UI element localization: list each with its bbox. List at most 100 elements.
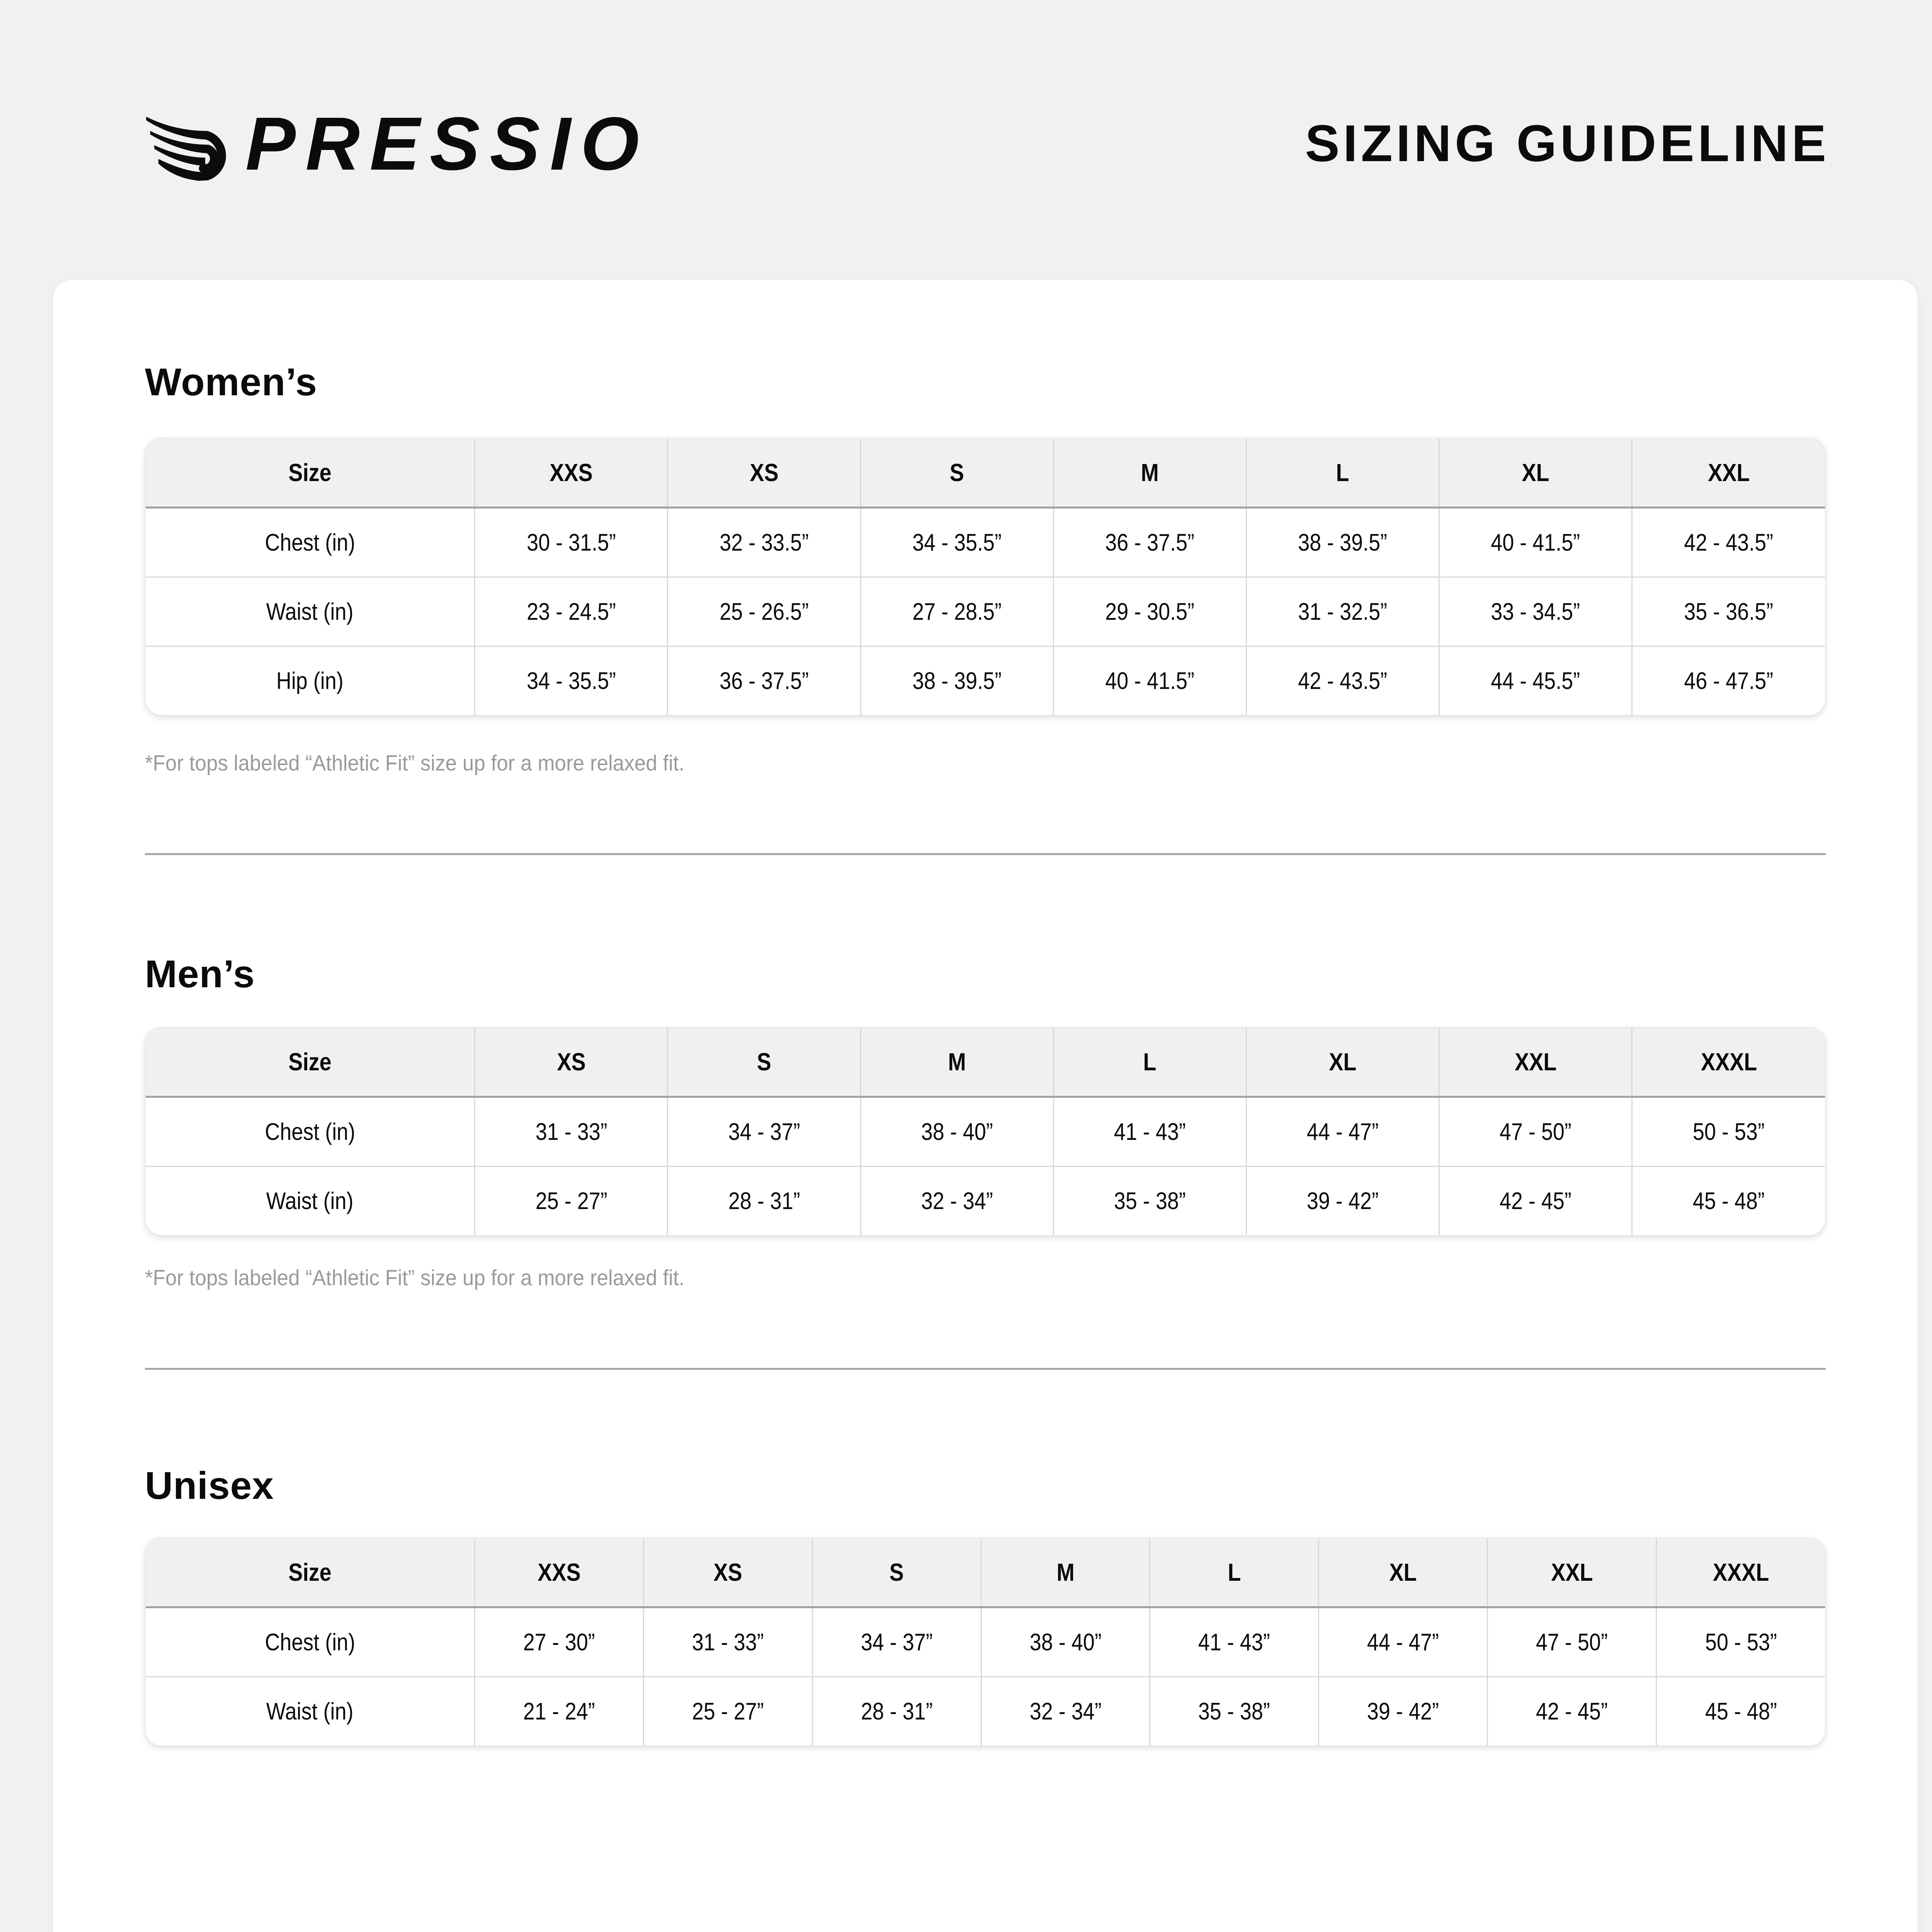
table-row: Chest (in) 31 - 33” 34 - 37” 38 - 40” 41 - 4… bbox=[146, 1097, 1825, 1167]
column-header: S bbox=[861, 439, 1054, 509]
header-row: Size XXS XS S M L XL XXL XXXL bbox=[146, 1538, 1825, 1608]
size-table: Size XS S M L XL XXL XXXL Chest (in) 31 - 33” 34 -… bbox=[146, 1028, 1825, 1235]
size-cell: 28 - 31” bbox=[667, 1166, 861, 1235]
table-row: Chest (in) 30 - 31.5” 32 - 33.5” 34 - 35.5”… bbox=[146, 507, 1825, 578]
size-cell: 46 - 47.5” bbox=[1684, 667, 1774, 694]
column-header: XXXL bbox=[1632, 1028, 1825, 1098]
content-card: Women’s Size XXS XS S M L XL XXL Chest (in) 30 - … bbox=[53, 280, 1918, 1932]
size-cell: 45 - 48” bbox=[1693, 1187, 1765, 1214]
size-cell: 36 - 37.5” bbox=[1053, 507, 1247, 578]
column-header: Size bbox=[146, 1028, 476, 1098]
section-heading-mens: Men’s bbox=[145, 952, 255, 996]
column-header: XL bbox=[1318, 1538, 1488, 1608]
size-cell: 34 - 35.5” bbox=[474, 646, 668, 715]
column-header: Size bbox=[146, 1538, 476, 1608]
size-table: Size XXS XS S M L XL XXL Chest (in) 30 - 31.5” 32 … bbox=[146, 439, 1825, 715]
column-header: XS bbox=[474, 1028, 668, 1098]
row-label: Hip (in) bbox=[146, 646, 476, 715]
size-cell: 35 - 38” bbox=[1150, 1677, 1320, 1745]
size-cell: 27 - 28.5” bbox=[861, 577, 1054, 647]
size-cell: 28 - 31” bbox=[812, 1677, 982, 1745]
size-cell: 38 - 40” bbox=[981, 1607, 1151, 1677]
page-header: PRESSIO SIZING GUIDELINE bbox=[0, 0, 1932, 280]
size-cell: 29 - 30.5” bbox=[1053, 577, 1247, 647]
column-header: XXL bbox=[1632, 439, 1825, 509]
table-row: Waist (in) 23 - 24.5” 25 - 26.5” 27 - 28.5”… bbox=[146, 577, 1825, 647]
column-header: L bbox=[1246, 439, 1440, 509]
column-header: XS bbox=[643, 1538, 813, 1608]
column-header: L bbox=[1053, 1028, 1247, 1098]
size-cell: 25 - 27” bbox=[474, 1166, 668, 1235]
size-cell: 40 - 41.5” bbox=[1053, 646, 1247, 715]
section-divider bbox=[145, 853, 1826, 855]
size-cell: 25 - 27” bbox=[643, 1677, 813, 1745]
size-cell: 38 - 40” bbox=[861, 1097, 1054, 1167]
size-cell: 41 - 43” bbox=[1053, 1097, 1247, 1167]
size-cell: 50 - 53” bbox=[1632, 1097, 1825, 1167]
size-cell: 34 - 37” bbox=[812, 1607, 982, 1677]
section-heading-womens: Women’s bbox=[145, 361, 317, 404]
size-cell: 42 - 45” bbox=[1439, 1166, 1633, 1235]
column-header: Size bbox=[146, 439, 476, 509]
header-row: Size XS S M L XL XXL XXXL bbox=[146, 1028, 1825, 1098]
pressio-logo: PRESSIO bbox=[141, 104, 649, 184]
column-header: XXS bbox=[474, 439, 668, 509]
size-cell: 23 - 24.5” bbox=[474, 577, 668, 647]
section-divider bbox=[145, 1368, 1826, 1370]
size-cell: 31 - 33” bbox=[474, 1097, 668, 1167]
size-cell: 45 - 48” bbox=[1705, 1698, 1777, 1725]
row-label: Waist (in) bbox=[146, 1677, 476, 1745]
row-label: Waist (in) bbox=[146, 1166, 476, 1235]
table-row: Waist (in) 25 - 27” 28 - 31” 32 - 34” 35 - 3… bbox=[146, 1166, 1825, 1235]
size-cell: 42 - 43.5” bbox=[1632, 507, 1825, 578]
column-header: XS bbox=[667, 439, 861, 509]
size-cell: 35 - 38” bbox=[1053, 1166, 1247, 1235]
table-row: Hip (in) 34 - 35.5” 36 - 37.5” 38 - 39.5” 40… bbox=[146, 646, 1825, 715]
column-header: S bbox=[812, 1538, 982, 1608]
section-heading-unisex: Unisex bbox=[145, 1464, 274, 1507]
row-label: Chest (in) bbox=[146, 1607, 476, 1677]
size-cell: 44 - 47” bbox=[1246, 1097, 1440, 1167]
size-cell: 35 - 36.5” bbox=[1632, 577, 1825, 647]
size-cell: 40 - 41.5” bbox=[1439, 507, 1633, 578]
size-cell: 47 - 50” bbox=[1439, 1097, 1633, 1167]
size-cell: 39 - 42” bbox=[1318, 1677, 1488, 1745]
size-table: Size XXS XS S M L XL XXL XXXL Chest (in) 27 - 30” 3… bbox=[146, 1538, 1825, 1745]
table-row: Chest (in) 27 - 30” 31 - 33” 34 - 37” 38 - 4… bbox=[146, 1607, 1825, 1677]
row-label: Waist (in) bbox=[146, 577, 476, 647]
mens-footnote: *For tops labeled “Athletic Fit” size up… bbox=[145, 1265, 685, 1290]
size-cell: 38 - 39.5” bbox=[861, 646, 1054, 715]
section-mens: Men’s Size XS S M L XL XXL XXXL Chest (in) 31 - 3… bbox=[145, 955, 1826, 1291]
column-header: M bbox=[861, 1028, 1054, 1098]
page-title: SIZING GUIDELINE bbox=[1305, 115, 1830, 172]
column-header: M bbox=[1053, 439, 1247, 509]
womens-size-table: Size XXS XS S M L XL XXL Chest (in) 30 - 31.5” 32 … bbox=[145, 438, 1826, 716]
size-cell: 32 - 34” bbox=[861, 1166, 1054, 1235]
size-cell: 25 - 26.5” bbox=[667, 577, 861, 647]
size-cell: 50 - 53” bbox=[1656, 1607, 1825, 1677]
table-row: Waist (in) 21 - 24” 25 - 27” 28 - 31” 32 - 3… bbox=[146, 1677, 1825, 1745]
column-header: XL bbox=[1439, 439, 1633, 509]
column-header: M bbox=[981, 1538, 1151, 1608]
brand-name: PRESSIO bbox=[245, 101, 649, 186]
header-row: Size XXS XS S M L XL XXL bbox=[146, 439, 1825, 509]
pressio-wing-icon bbox=[146, 116, 226, 181]
size-cell: 34 - 37” bbox=[667, 1097, 861, 1167]
column-header: XL bbox=[1246, 1028, 1440, 1098]
size-cell: 39 - 42” bbox=[1246, 1166, 1440, 1235]
column-header: XXXL bbox=[1656, 1538, 1825, 1608]
unisex-size-table: Size XXS XS S M L XL XXL XXXL Chest (in) 27 - 30” 3… bbox=[145, 1537, 1826, 1746]
column-header: S bbox=[667, 1028, 861, 1098]
size-cell: 27 - 30” bbox=[474, 1607, 645, 1677]
size-cell: 47 - 50” bbox=[1487, 1607, 1657, 1677]
column-header: L bbox=[1150, 1538, 1320, 1608]
size-cell: 42 - 43.5” bbox=[1246, 646, 1440, 715]
size-cell: 41 - 43” bbox=[1150, 1607, 1320, 1677]
mens-size-table: Size XS S M L XL XXL XXXL Chest (in) 31 - 33” 34 -… bbox=[145, 1027, 1826, 1236]
size-cell: 44 - 45.5” bbox=[1439, 646, 1633, 715]
size-cell: 32 - 33.5” bbox=[667, 507, 861, 578]
size-cell: 34 - 35.5” bbox=[861, 507, 1054, 578]
size-cell: 32 - 34” bbox=[981, 1677, 1151, 1745]
section-womens: Women’s Size XXS XS S M L XL XXL Chest (in) 30 - … bbox=[145, 363, 1826, 776]
